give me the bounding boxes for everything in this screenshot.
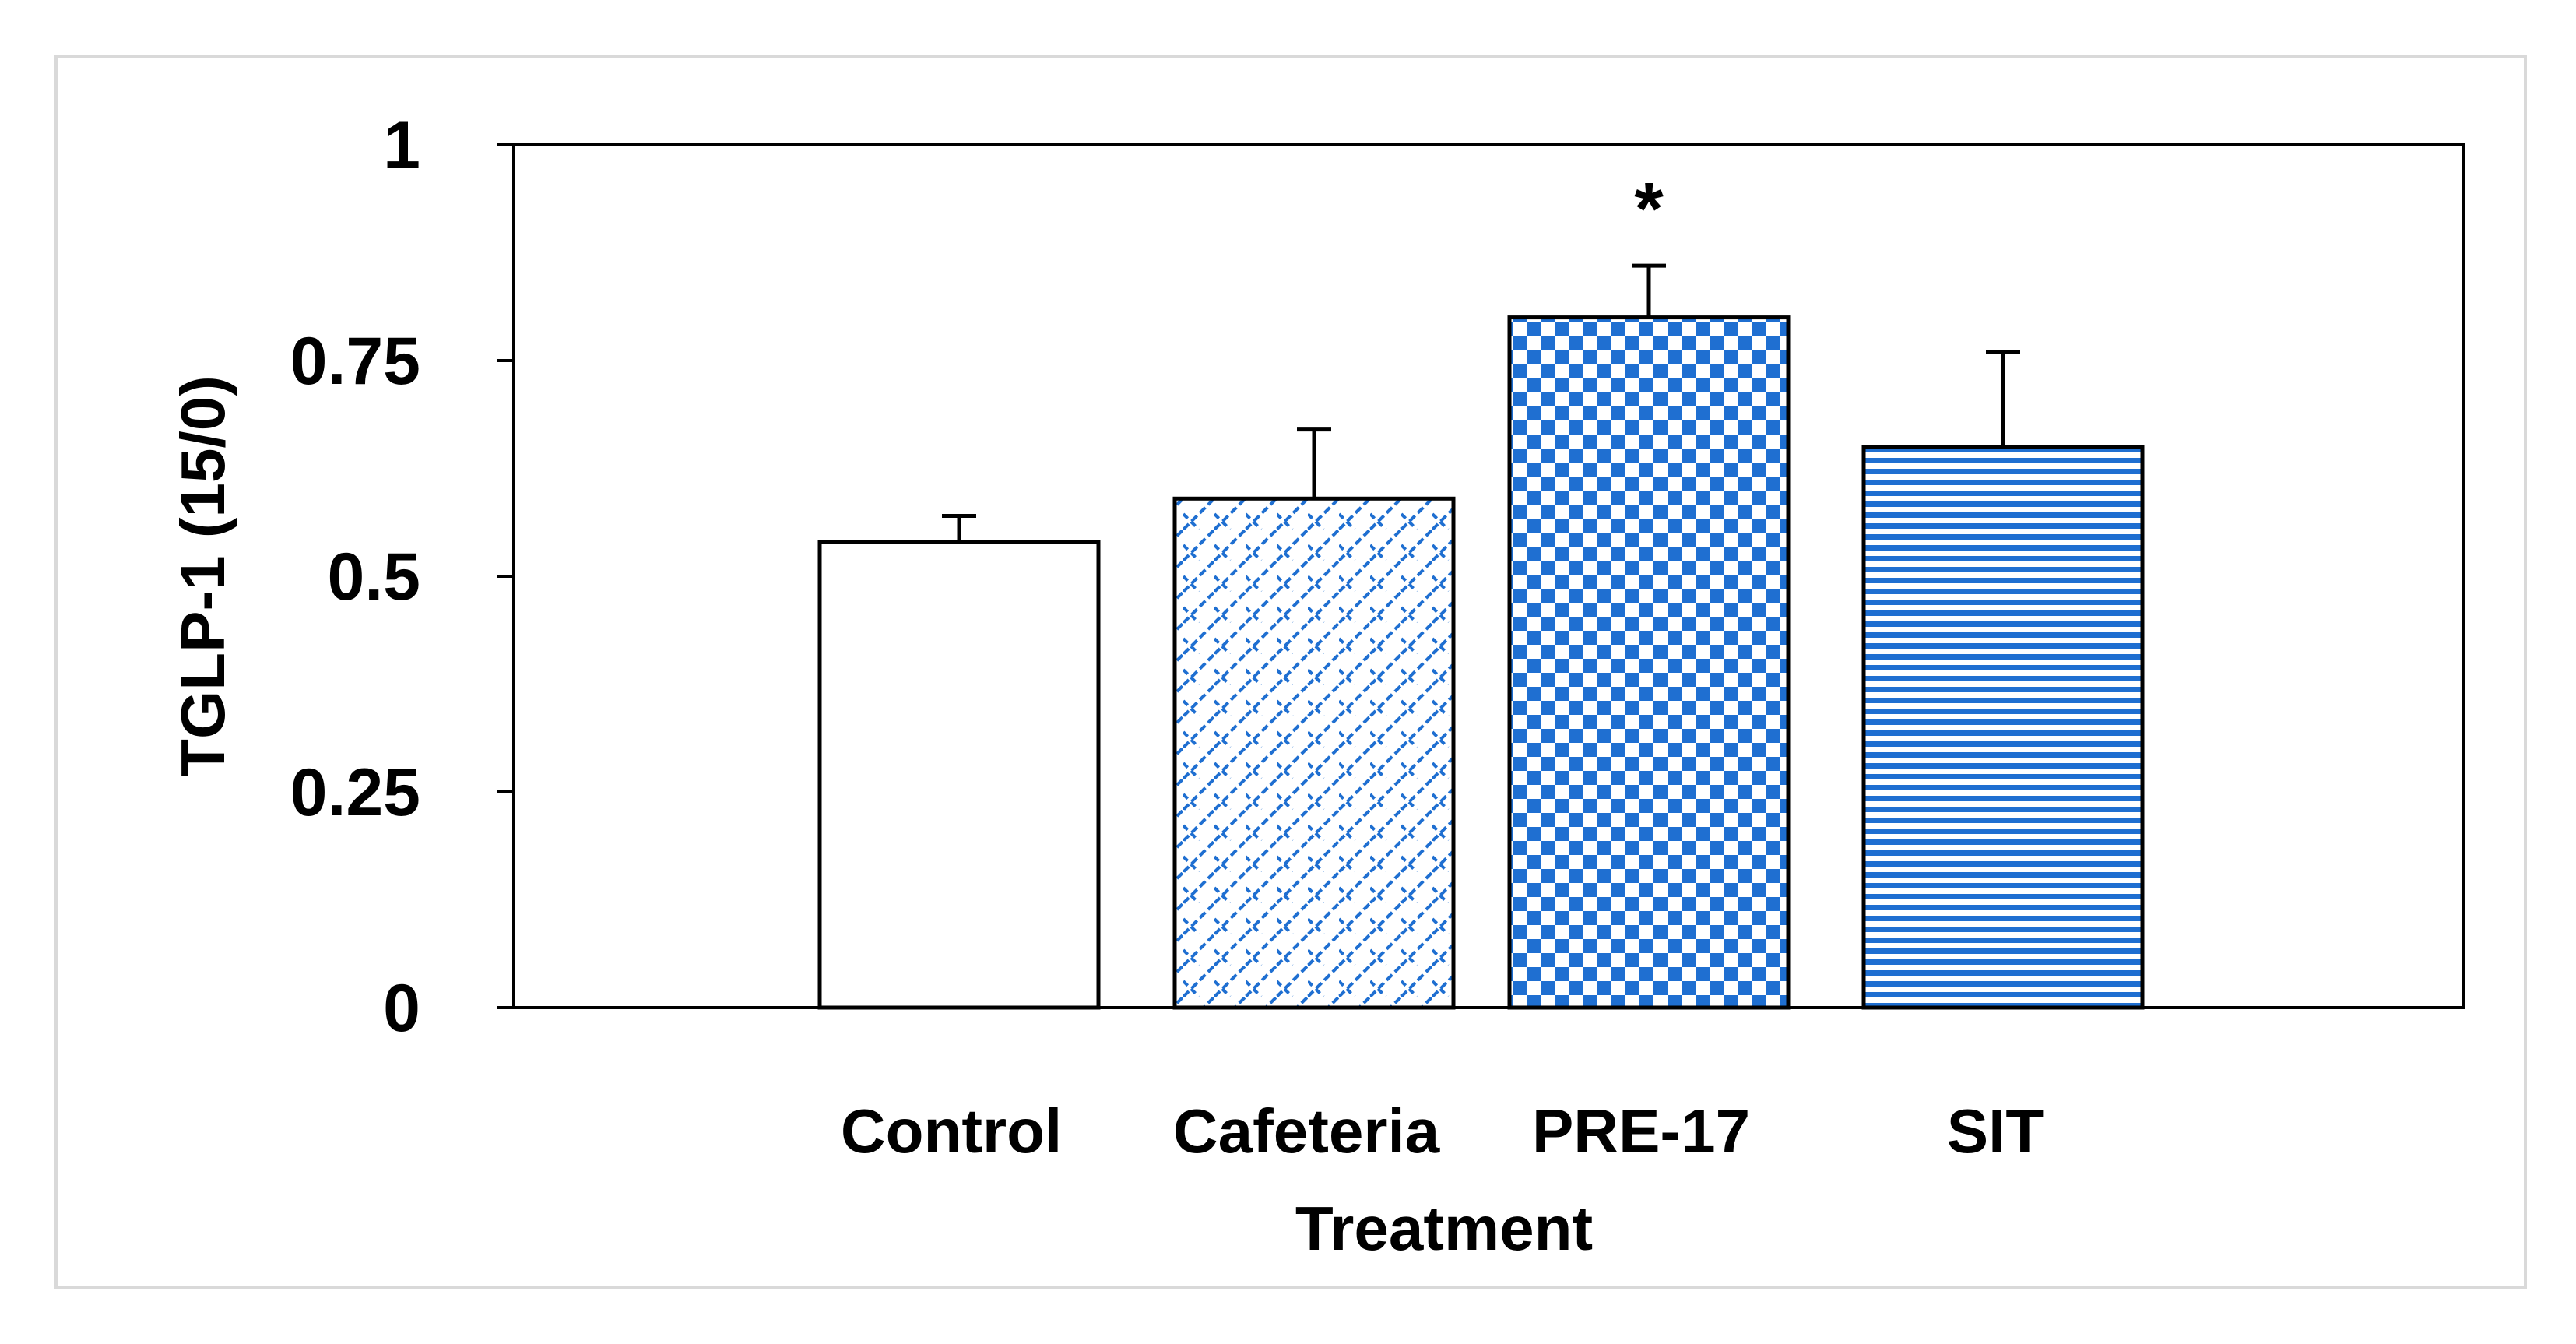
x-tick-label: Control: [841, 1096, 1062, 1166]
y-tick-label: 0.5: [327, 540, 420, 614]
plot-area: [512, 143, 2465, 1009]
bars-group: *: [817, 167, 2145, 1010]
bar-pre-17: [1507, 315, 1791, 1010]
bar-sit: [1861, 445, 2145, 1010]
y-tick-label: 0.75: [290, 324, 420, 399]
y-axis: 0 0.25 0.5 0.75 1: [290, 108, 514, 1046]
y-tick-label: 1: [383, 108, 420, 183]
bar-cafeteria: [1172, 496, 1456, 1010]
y-axis-title: TGLP-1 (15/0): [168, 375, 237, 777]
x-tick-label: SIT: [1947, 1096, 2044, 1166]
x-axis-title: Treatment: [1295, 1194, 1593, 1263]
x-tick-label: PRE-17: [1532, 1096, 1750, 1166]
x-axis: Control Cafeteria PRE-17 SIT: [841, 1096, 2044, 1166]
y-tick-label: 0.25: [290, 755, 420, 830]
significance-marker: *: [1634, 167, 1664, 251]
y-tick-label: 0: [383, 971, 420, 1046]
x-tick-label: Cafeteria: [1173, 1096, 1440, 1166]
bar-control: [817, 540, 1101, 1010]
